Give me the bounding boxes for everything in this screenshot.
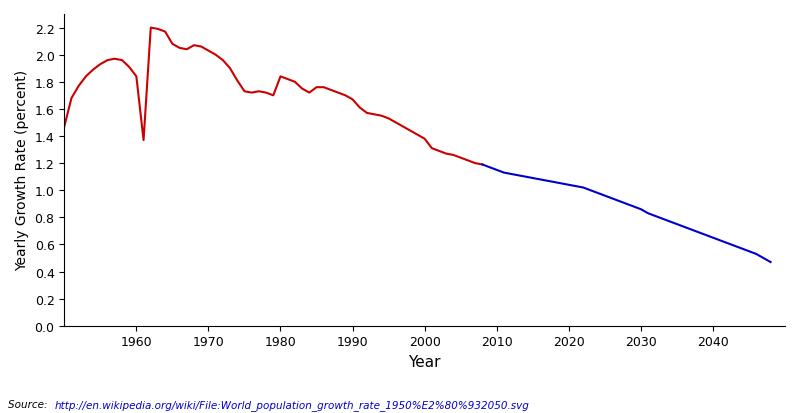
Text: Source:: Source: (8, 399, 50, 409)
Y-axis label: Yearly Growth Rate (percent): Yearly Growth Rate (percent) (15, 70, 29, 271)
Text: http://en.wikipedia.org/wiki/File:World_population_growth_rate_1950%E2%80%932050: http://en.wikipedia.org/wiki/File:World_… (54, 399, 530, 410)
X-axis label: Year: Year (408, 354, 441, 369)
